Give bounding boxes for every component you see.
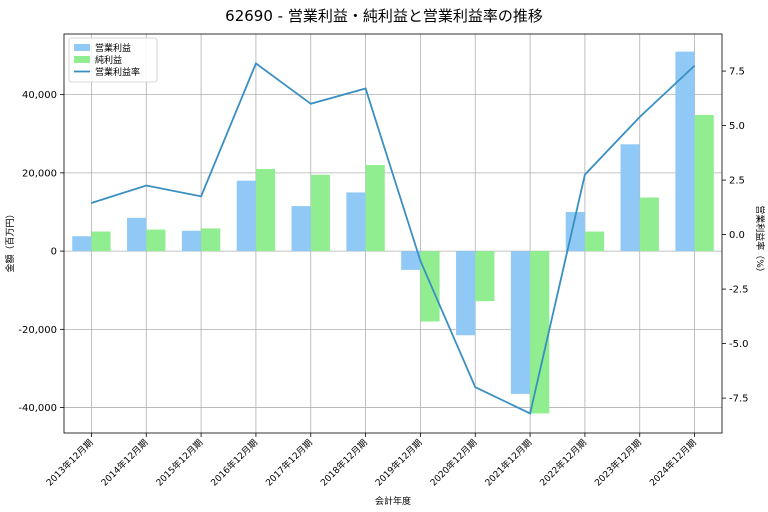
legend-label: 純利益 (95, 54, 122, 66)
bar (346, 192, 366, 252)
x-tick-label: 2014年12月期 (98, 437, 150, 489)
x-tick-label: 2021年12月期 (482, 437, 534, 489)
y-tick-label: 0 (51, 247, 57, 258)
chart-title: 62690 - 営業利益・純利益と営業利益率の推移 (225, 7, 543, 25)
bar (201, 228, 221, 252)
x-axis: 2013年12月期 2014年12月期 2015年12月期 2016年12月期 2017… (44, 433, 699, 489)
bar (694, 114, 714, 252)
legend-label: 営業利益 (95, 42, 131, 54)
y2-tick-label: 0.0 (729, 230, 745, 241)
legend-swatch (74, 44, 90, 51)
bar (127, 217, 147, 252)
bar (146, 229, 166, 252)
y2-tick-label: -5.0 (729, 339, 749, 350)
bar (620, 144, 640, 252)
bar (510, 251, 531, 394)
bar (584, 231, 605, 252)
y-axis-right: -7.5 -5.0 -2.5 0.0 2.5 5.0 7.5 (722, 67, 749, 405)
y2-tick-label: -2.5 (729, 285, 749, 296)
x-tick-label: 2017年12月期 (263, 437, 315, 489)
y-tick-label: 40,000 (22, 90, 57, 101)
x-tick-label: 2019年12月期 (373, 437, 425, 489)
bar (420, 251, 440, 322)
legend-swatch (74, 56, 90, 63)
bar (291, 206, 311, 252)
y-tick-label: -20,000 (18, 325, 57, 336)
y2-axis-label: 営業利益率（%） (754, 205, 766, 277)
series-line (91, 61, 696, 415)
bar (639, 197, 659, 252)
bar (475, 251, 495, 302)
x-tick-label: 2022年12月期 (537, 437, 589, 489)
bar (310, 174, 330, 252)
bar (181, 230, 202, 252)
x-tick-label: 2018年12月期 (318, 437, 370, 489)
bar (401, 251, 421, 270)
bar (365, 165, 385, 252)
bar (255, 168, 276, 252)
bar (236, 180, 256, 252)
x-tick-label: 2020年12月期 (427, 437, 479, 489)
y-tick-label: 20,000 (22, 168, 57, 179)
x-tick-label: 2015年12月期 (153, 437, 205, 489)
line-series (91, 61, 696, 415)
legend-label: 営業利益率 (95, 66, 140, 78)
bar (565, 211, 585, 252)
y-tick-label: -40,000 (18, 403, 57, 414)
legend-box (68, 37, 158, 83)
y-axis-left: -40,000 -20,000 0 20,000 40,000 (18, 90, 64, 414)
y-axis-label: 金額（百万円） (4, 209, 16, 272)
bar (72, 236, 92, 252)
x-axis-label: 会計年度 (375, 495, 411, 507)
bar (456, 251, 476, 336)
y2-tick-label: 7.5 (729, 67, 745, 78)
y2-tick-label: 2.5 (729, 176, 745, 187)
x-tick-label: 2013年12月期 (44, 437, 96, 489)
x-tick-label: 2016年12月期 (208, 437, 260, 489)
y2-tick-label: 5.0 (729, 121, 745, 132)
x-tick-label: 2023年12月期 (592, 437, 644, 489)
bars (72, 51, 714, 414)
y2-tick-label: -7.5 (729, 394, 749, 405)
bar (91, 231, 111, 252)
plot-frame (63, 33, 723, 434)
x-tick-label: 2024年12月期 (647, 437, 699, 489)
bar (530, 251, 550, 414)
bar (675, 51, 695, 252)
